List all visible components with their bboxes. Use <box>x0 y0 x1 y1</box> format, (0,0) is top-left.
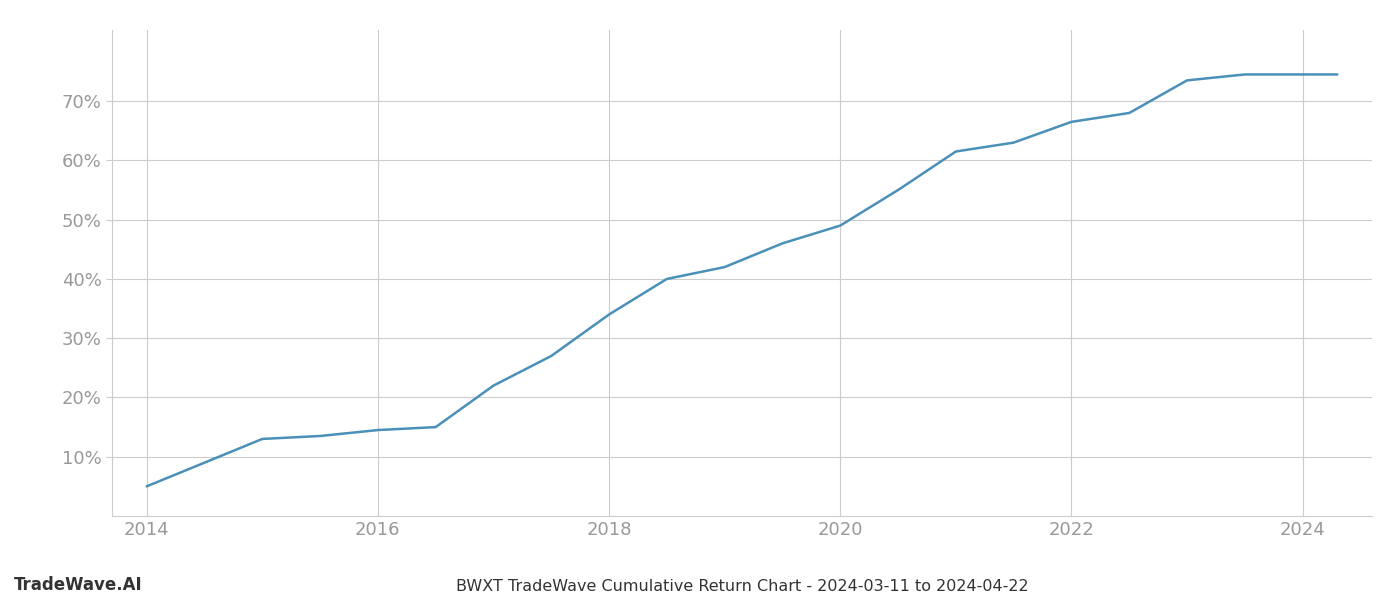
Text: BWXT TradeWave Cumulative Return Chart - 2024-03-11 to 2024-04-22: BWXT TradeWave Cumulative Return Chart -… <box>455 579 1029 594</box>
Text: TradeWave.AI: TradeWave.AI <box>14 576 143 594</box>
